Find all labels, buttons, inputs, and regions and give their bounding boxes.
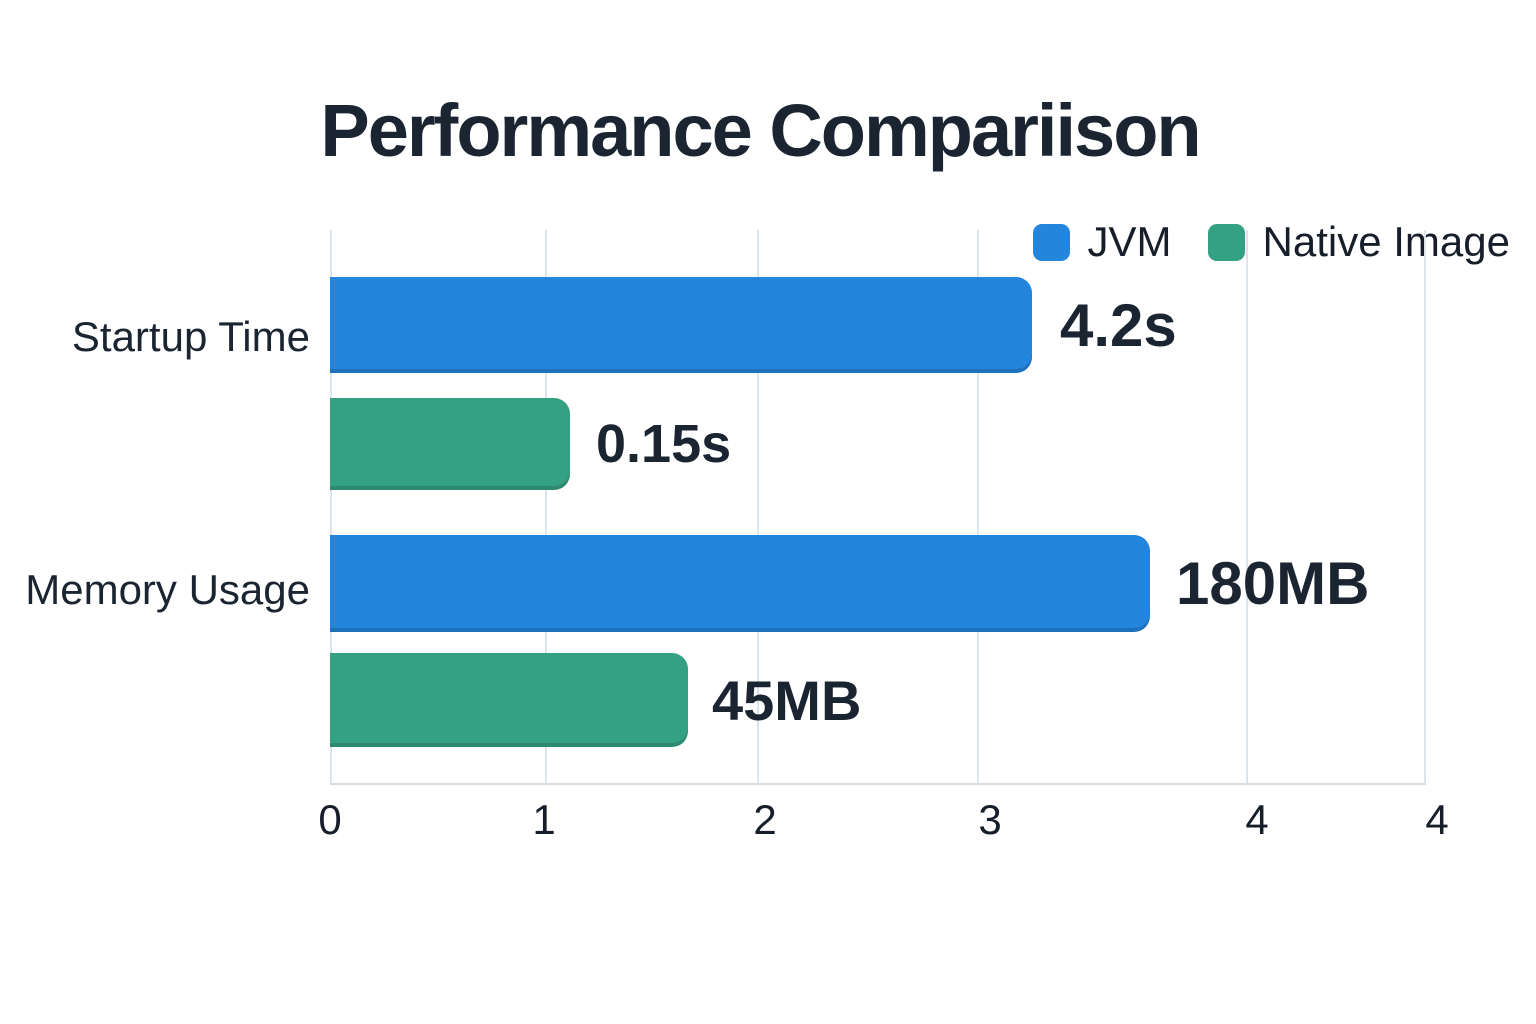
category-label-memory-usage: Memory Usage <box>25 566 310 613</box>
gridline-2 <box>757 230 759 783</box>
x-tick-2: 2 <box>753 796 777 843</box>
plot-area: 4.2s 0.15s 180MB 45MB <box>330 230 1426 785</box>
x-axis-line <box>330 783 1426 785</box>
gridline-4 <box>1246 230 1248 783</box>
legend-label-native-image: Native Image <box>1262 218 1510 265</box>
value-label-native-image-memory-usage: 45MB <box>712 668 862 732</box>
value-label-jvm-startup-time: 4.2s <box>1060 291 1177 359</box>
bar-jvm-memory-usage <box>330 535 1150 632</box>
gridline-1 <box>545 230 547 783</box>
bar-native-image-memory-usage <box>330 653 688 747</box>
legend: JVM Native Image <box>1032 218 1510 266</box>
bar-jvm-startup-time <box>330 277 1032 373</box>
gridline-3 <box>977 230 979 783</box>
value-label-jvm-memory-usage: 180MB <box>1176 550 1370 617</box>
chart-title: Performance Compariison <box>320 89 1201 172</box>
x-tick-5: 4 <box>1425 796 1449 843</box>
x-tick-1: 1 <box>532 796 556 843</box>
legend-item-native-image: Native Image <box>1207 218 1510 266</box>
value-label-native-image-startup-time: 0.15s <box>596 414 732 474</box>
x-tick-3: 3 <box>978 796 1002 843</box>
gridline-0 <box>330 230 332 783</box>
x-tick-0: 0 <box>318 796 342 843</box>
legend-swatch-native-image <box>1207 223 1245 261</box>
bar-native-image-startup-time <box>330 398 570 490</box>
category-label-startup-time: Startup Time <box>71 313 310 360</box>
legend-swatch-jvm <box>1032 223 1070 261</box>
legend-label-jvm: JVM <box>1087 218 1172 265</box>
gridline-5 <box>1424 230 1426 783</box>
legend-item-jvm: JVM <box>1032 218 1172 266</box>
x-tick-4: 4 <box>1245 796 1269 843</box>
